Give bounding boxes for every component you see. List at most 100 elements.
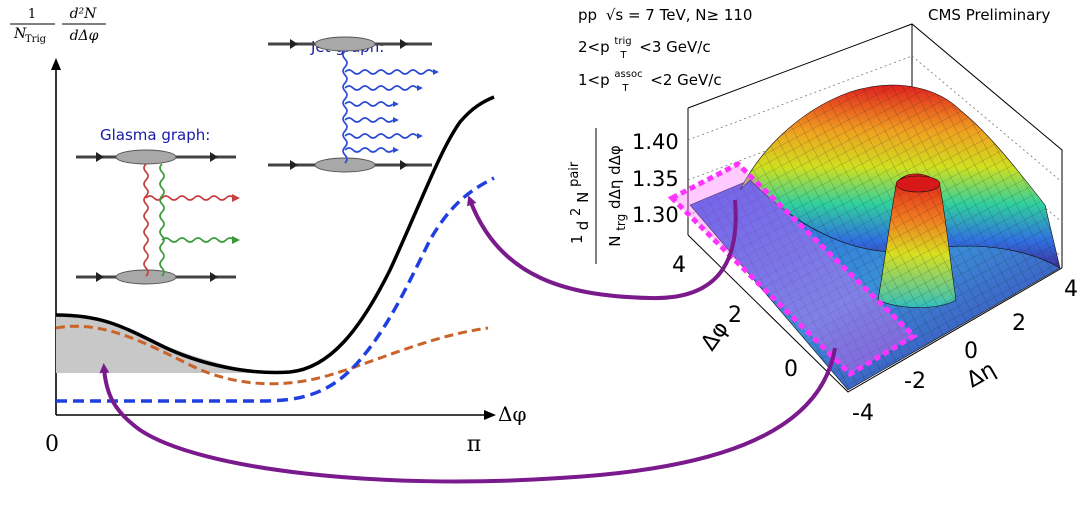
x-axis-label: Δφ [498, 402, 526, 426]
header-line1-energy: √s = 7 TeV, N≥ 110 [606, 6, 753, 24]
y-label-frac-num: 1 [28, 7, 36, 22]
highlight-box [667, 160, 919, 378]
z-label-d: d [574, 221, 592, 231]
glasma-red-branch [145, 195, 235, 201]
glasma-green-branch-arrow [232, 236, 240, 244]
jet-top-blob [314, 36, 376, 52]
phi-tick: 4 [672, 253, 686, 278]
header-line3-prefix: 1<p [578, 71, 610, 89]
glasma-graph-inset: Glasma graph: [76, 126, 240, 285]
glasma-top-arrow-left [96, 152, 104, 162]
jet-branches [344, 69, 439, 153]
eta-tick: -4 [852, 401, 874, 426]
z-label-den-N: N [606, 236, 624, 247]
z-label-numerator: d 2 N pair [566, 161, 592, 230]
jet-branch-arrow [393, 101, 399, 107]
glasma-bottom-arrow-left [96, 272, 104, 282]
arrow-to-jet-curve [467, 195, 738, 301]
jet-branch-arrow [417, 85, 423, 91]
header-line2-suffix: <3 GeV/c [639, 38, 710, 56]
glasma-bottom-blob [115, 269, 177, 285]
x-tick-zero: 0 [45, 432, 59, 457]
z-tick: 1.30 [632, 203, 679, 227]
y-label-frac-den: N [13, 26, 27, 42]
header-line2: 2<p trig T <3 GeV/c [578, 30, 711, 62]
glasma-red-gluon [143, 163, 149, 277]
jet-branch-gluon [344, 147, 394, 153]
right-plot-header: pp √s = 7 TeV, N≥ 110 2<p trig T <3 GeV/… [578, 6, 1051, 95]
surface-ridge-mesh [740, 85, 1060, 269]
jet-bottom-arrow-right [400, 160, 408, 170]
glasma-curve [55, 324, 489, 386]
header-line1-prefix: pp [578, 6, 597, 24]
header-line3: 1<p assoc T <2 GeV/c [578, 63, 722, 95]
phi-tick: 2 [728, 303, 742, 328]
jet-branch-arrow [417, 133, 423, 139]
z-label-den-trg: trg [614, 214, 628, 231]
y-label-deriv-den: dΔφ [70, 28, 99, 44]
jet-top-arrow-right [400, 39, 408, 49]
shaded-region [56, 315, 270, 373]
jet-branch-arrow [393, 117, 399, 123]
surface-peak-top [895, 175, 941, 193]
eta-tick: 2 [1012, 311, 1026, 336]
header-line2-prefix: 2<p [578, 38, 610, 56]
glasma-green-branch [161, 237, 235, 243]
jet-bottom-arrow-left [290, 160, 298, 170]
total-curve [55, 95, 495, 375]
jet-curve [56, 176, 495, 403]
jet-branch-gluon [344, 85, 418, 91]
eta-tick: 0 [964, 339, 978, 364]
y-label-deriv-num: d²N [70, 6, 98, 22]
right-plot: pp √s = 7 TeV, N≥ 110 2<p trig T <3 GeV/… [566, 6, 1078, 426]
z-label-sup: 2 [569, 208, 584, 216]
jet-top-arrow-left [290, 39, 298, 49]
glasma-graph-label: Glasma graph: [100, 126, 210, 144]
z-label-one: 1 [568, 234, 586, 244]
z-label-pair: pair [567, 161, 582, 187]
z-label-N: N [574, 192, 592, 203]
z-tick: 1.35 [632, 167, 679, 191]
jet-branch-arrow [433, 69, 439, 75]
jet-graph-inset: Jet graph: [268, 36, 439, 173]
header-line2-sup: trig [614, 36, 631, 47]
left-plot: 1 N Trig d²N dΔφ 0 π Δφ Glasma graph: [10, 6, 526, 457]
eta-tick: 4 [1064, 277, 1078, 302]
glasma-red-branch-arrow [232, 194, 240, 202]
header-line1: pp √s = 7 TeV, N≥ 110 [578, 6, 752, 24]
jet-branch-gluon [344, 133, 418, 139]
arrow-to-shaded-region [99, 347, 837, 484]
jet-bottom-blob [314, 157, 376, 173]
z-label-denominator: N trg dΔη dΔφ [606, 145, 629, 247]
jet-branch-gluon [344, 101, 394, 107]
z-ticks: 1.40 1.35 1.30 [632, 130, 679, 227]
glasma-green-gluon [159, 163, 165, 277]
frame-back-edges [687, 23, 1063, 268]
phi-axis: 4 2 0 Δφ [672, 253, 798, 382]
glasma-bottom-arrow-right [210, 272, 218, 282]
header-line2-sub: T [619, 50, 627, 61]
y-label-frac-den-sub: Trig [25, 34, 47, 45]
glasma-top-arrow-right [210, 152, 218, 162]
z-tick: 1.40 [632, 130, 679, 154]
z-axis-label: d 2 N pair N trg dΔη dΔφ [566, 128, 629, 264]
surface-floor-mesh [690, 180, 1060, 390]
jet-branch-gluon [344, 69, 434, 75]
x-tick-pi: π [467, 432, 481, 457]
frame-floor-edges [687, 234, 1063, 393]
eta-tick: -2 [904, 369, 926, 394]
header-line3-sup: assoc [614, 69, 642, 80]
jet-branch-gluon [344, 117, 394, 123]
glasma-top-blob [115, 149, 177, 165]
y-axis-label: 1 N Trig d²N dΔφ [10, 6, 106, 45]
header-line3-suffix: <2 GeV/c [650, 71, 721, 89]
jet-branch-arrow [393, 147, 399, 153]
cms-preliminary: CMS Preliminary [928, 6, 1051, 24]
jet-vertical-gluon [342, 50, 348, 164]
surface-peak-mesh [878, 173, 956, 308]
header-line3-sub: T [621, 83, 629, 94]
phi-tick: 0 [784, 357, 798, 382]
z-label-den-rest: dΔη dΔφ [606, 145, 624, 209]
